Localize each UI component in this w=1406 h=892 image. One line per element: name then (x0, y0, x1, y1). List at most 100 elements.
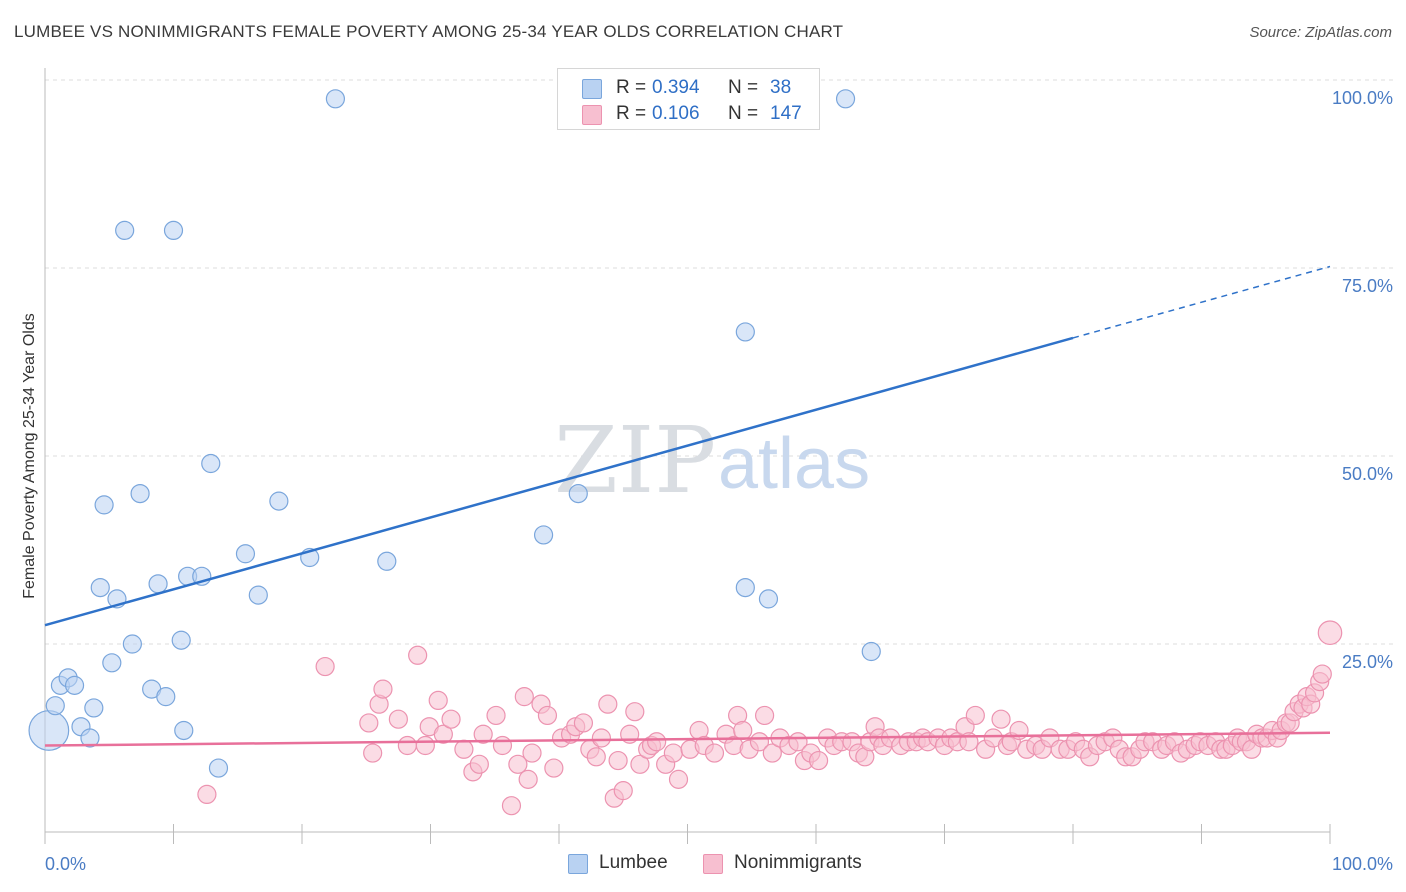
nonimmigrants-point (473, 724, 493, 744)
lumbee-swatch (568, 854, 588, 874)
n-value: 147 (770, 103, 802, 124)
lumbee-point (122, 634, 142, 654)
nonimmigrants-point (613, 781, 633, 801)
lumbee-point (163, 220, 184, 240)
lumbee-point (156, 687, 176, 707)
nonimmigrants-point (1312, 664, 1332, 684)
nonimmigrants-swatch (703, 854, 723, 874)
nonimmigrants-points (197, 620, 1343, 816)
n-value: 38 (770, 77, 792, 98)
r-value: 0.106 (652, 103, 700, 124)
lumbee-points (28, 89, 881, 778)
chart-title: LUMBEE VS NONIMMIGRANTS FEMALE POVERTY A… (14, 22, 844, 41)
nonimmigrants-point (762, 743, 782, 763)
n-label: N = (728, 77, 759, 98)
lumbee-point (568, 484, 588, 504)
nonimmigrants-point (397, 735, 417, 756)
n-label: N = (728, 103, 759, 124)
grid-lines (45, 79, 1393, 645)
lumbee-swatch (582, 79, 602, 99)
watermark-atlas: atlas (718, 424, 870, 504)
nonimmigrants-point (573, 713, 594, 733)
nonimmigrants-point (586, 747, 606, 767)
lumbee-trend-extension (1072, 265, 1331, 339)
nonimmigrants-point (965, 705, 985, 726)
nonimmigrants-point (537, 705, 558, 726)
series-legend: Lumbee Nonimmigrants (0, 852, 1406, 878)
nonimmigrants-point (754, 705, 775, 726)
lumbee-point (102, 653, 122, 673)
x-tick-label-max: 100.0% (1332, 854, 1393, 874)
lumbee-point (130, 484, 150, 504)
nonimmigrants-point (433, 724, 453, 744)
nonimmigrants-point (469, 754, 489, 774)
y-tick-label: 50.0% (1342, 464, 1393, 484)
nonimmigrants-point (408, 645, 428, 665)
nonimmigrants-point (991, 709, 1011, 729)
nonimmigrants-point (373, 679, 393, 699)
nonimmigrants-point (388, 709, 408, 729)
legend-label: Lumbee (599, 852, 668, 873)
nonimmigrants-point (363, 743, 383, 763)
axes (44, 68, 1331, 844)
nonimmigrants-point (197, 784, 217, 805)
lumbee-point (208, 758, 229, 778)
lumbee-trend-line (44, 336, 1074, 627)
nonimmigrants-point (1317, 620, 1343, 646)
nonimmigrants-point (704, 743, 725, 763)
lumbee-point (835, 89, 856, 109)
nonimmigrants-swatch (582, 105, 602, 125)
y-tick-label: 100.0% (1332, 88, 1393, 108)
lumbee-point (758, 589, 779, 609)
nonimmigrants-point (630, 754, 650, 774)
lumbee-point (94, 495, 114, 515)
nonimmigrants-point (454, 739, 474, 759)
source-credit: Source: ZipAtlas.com (1249, 24, 1392, 41)
x-tick-label-min: 0.0% (45, 854, 86, 874)
lumbee-point (80, 728, 100, 748)
y-axis-label: Female Poverty Among 25-34 Year Olds (21, 313, 38, 599)
lumbee-point (84, 698, 104, 718)
lumbee-point (235, 544, 256, 564)
nonimmigrants-point (522, 743, 542, 763)
lumbee-point (148, 574, 168, 594)
nonimmigrants-point (501, 796, 522, 816)
nonimmigrants-point (668, 769, 689, 789)
y-tick-labels: 25.0% 50.0% 75.0% 100.0% (1332, 88, 1393, 672)
nonimmigrants-point (647, 732, 667, 752)
nonimmigrants-point (428, 690, 448, 711)
nonimmigrants-point (492, 735, 513, 756)
nonimmigrants-point (625, 702, 645, 722)
r-value: 0.394 (652, 77, 700, 98)
nonimmigrants-point (598, 694, 618, 714)
nonimmigrants-point (415, 735, 435, 756)
nonimmigrants-point (808, 750, 829, 771)
nonimmigrants-point (518, 769, 538, 789)
lumbee-point (325, 89, 346, 109)
nonimmigrants-point (608, 750, 628, 771)
nonimmigrants-point (544, 758, 564, 778)
x-tick-labels: 0.0% 100.0% (45, 854, 1393, 874)
r-label: R = (616, 103, 647, 124)
y-tick-label: 25.0% (1342, 652, 1393, 672)
lumbee-point (269, 491, 289, 511)
lumbee-point (174, 720, 194, 741)
lumbee-point (735, 577, 755, 598)
nonimmigrants-point (359, 713, 379, 733)
nonimmigrants-point (441, 709, 461, 729)
lumbee-point (735, 322, 755, 342)
nonimmigrants-point (591, 728, 612, 748)
trend-lines (44, 265, 1331, 747)
lumbee-point (45, 696, 65, 716)
lumbee-point (201, 453, 221, 474)
nonimmigrants-trend-line (44, 731, 1331, 747)
lumbee-point (171, 630, 191, 650)
y-tick-label: 75.0% (1342, 276, 1393, 296)
lumbee-point (90, 577, 110, 598)
r-label: R = (616, 77, 647, 98)
nonimmigrants-point (508, 754, 528, 774)
lumbee-point (248, 585, 268, 605)
lumbee-point (861, 641, 881, 662)
nonimmigrants-point (663, 743, 683, 763)
lumbee-point (377, 551, 397, 571)
